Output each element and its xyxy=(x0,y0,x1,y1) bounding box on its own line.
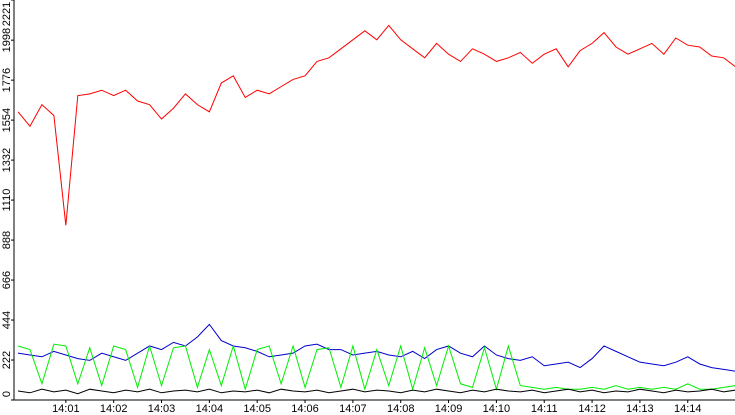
x-tick-label: 14:08 xyxy=(387,403,415,415)
x-tick-label: 14:09 xyxy=(435,403,463,415)
x-tick-label: 14:13 xyxy=(626,403,654,415)
y-tick-label: 1332 xyxy=(1,148,13,172)
y-tick-label: 1110 xyxy=(1,189,13,212)
series-line xyxy=(17,24,735,226)
series-line xyxy=(17,388,735,395)
series-line xyxy=(17,343,735,392)
x-tick-label: 14:04 xyxy=(196,403,224,415)
y-tick-label: 2221 xyxy=(1,2,13,26)
y-tick-label: 1776 xyxy=(1,68,13,92)
y-tick-label: 1998 xyxy=(1,28,13,52)
series-line xyxy=(17,323,735,372)
x-tick-label: 14:11 xyxy=(531,403,558,415)
y-tick-label: 222 xyxy=(1,351,13,369)
x-tick-label: 14:01 xyxy=(52,403,80,415)
y-tick-label: 444 xyxy=(1,311,13,329)
y-tick-label: 666 xyxy=(1,271,13,289)
x-tick-label: 14:10 xyxy=(483,403,511,415)
y-tick-label: 0 xyxy=(1,391,13,397)
y-tick-label: 888 xyxy=(1,231,13,249)
x-tick-label: 14:14 xyxy=(674,403,702,415)
x-tick-label: 14:12 xyxy=(578,403,606,415)
x-tick-label: 14:02 xyxy=(100,403,128,415)
y-tick-label: 1554 xyxy=(1,108,13,132)
x-tick-label: 14:03 xyxy=(148,403,176,415)
x-tick-label: 14:06 xyxy=(291,403,319,415)
x-tick-label: 14:07 xyxy=(339,403,367,415)
x-tick-label: 14:05 xyxy=(243,403,271,415)
